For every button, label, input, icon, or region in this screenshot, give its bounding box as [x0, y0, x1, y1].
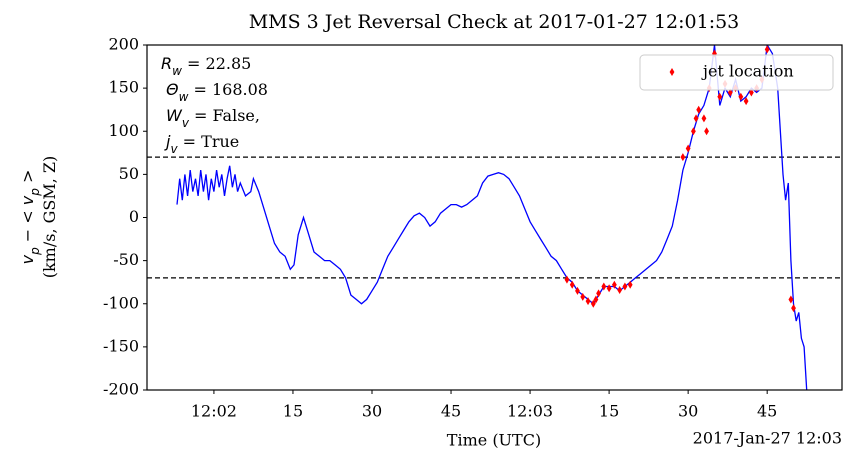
- text-part: v: [18, 254, 37, 264]
- x-tick-label: 30: [362, 402, 382, 421]
- y-tick-label: -50: [113, 250, 139, 269]
- jet-marker: [738, 92, 744, 101]
- jet-marker: [617, 285, 623, 294]
- jet-marker: [680, 153, 686, 162]
- y-axis-label: (km/s, GSM, Z): [40, 156, 59, 279]
- x-offset-label: 2017-Jan-27 12:03: [693, 429, 842, 448]
- y-tick-label: 0: [129, 207, 139, 226]
- text-part: R: [161, 54, 172, 73]
- x-tick-label: 15: [283, 402, 303, 421]
- y-tick-label: 200: [108, 35, 139, 54]
- jet-marker: [704, 127, 709, 136]
- jet-marker: [596, 289, 601, 298]
- y-axis-label: vp − < vp >: [18, 170, 42, 265]
- annotation: Wv = False,: [166, 106, 260, 130]
- y-tick-label: 50: [119, 164, 139, 183]
- jet-marker: [575, 286, 580, 295]
- y-tick-label: 100: [108, 121, 139, 140]
- legend-label: jet location: [701, 62, 794, 81]
- text-part: j: [164, 132, 171, 151]
- annotation: Θw = 168.08: [166, 80, 268, 104]
- x-axis-label: Time (UTC): [447, 431, 541, 450]
- text-part: = 168.08: [188, 80, 268, 99]
- text-part: = 22.85: [182, 54, 251, 73]
- jet-marker: [601, 282, 607, 291]
- annotation: jv = True: [164, 132, 239, 156]
- jet-marker: [606, 284, 612, 293]
- jet-marker: [788, 295, 794, 304]
- text-part: = True: [178, 132, 240, 151]
- subscript: v: [182, 116, 190, 130]
- x-tick-label: 30: [678, 402, 698, 421]
- x-tick-label: 15: [599, 402, 619, 421]
- jet-marker: [585, 297, 591, 306]
- text-part: (km/s, GSM, Z): [40, 156, 59, 279]
- annotation: Rw = 22.85: [161, 54, 251, 78]
- jet-marker: [685, 144, 691, 153]
- subscript: p: [28, 188, 42, 197]
- x-tick-label: 12:03: [507, 402, 553, 421]
- text-part: W: [166, 106, 183, 125]
- x-tick-label: 45: [757, 402, 777, 421]
- jet-marker: [691, 127, 696, 136]
- y-tick-label: -200: [103, 380, 139, 399]
- jet-marker: [791, 304, 796, 313]
- subscript: v: [170, 142, 178, 156]
- y-tick-label: -100: [103, 293, 139, 312]
- jet-marker: [764, 45, 770, 54]
- jet-marker: [611, 280, 617, 289]
- plot-frame: [146, 44, 843, 391]
- jet-marker: [696, 105, 702, 114]
- legend-marker: [669, 68, 675, 76]
- jet-marker: [593, 295, 599, 304]
- y-tick-label: 150: [108, 78, 139, 97]
- text-part: Θ: [166, 80, 179, 99]
- y-tick-label: -150: [103, 336, 139, 355]
- jet-marker: [564, 275, 570, 284]
- text-part: − <: [18, 205, 37, 247]
- text-part: = False,: [189, 106, 260, 125]
- legend-box: [639, 54, 834, 91]
- jet-marker: [717, 92, 723, 101]
- jet-marker: [580, 292, 586, 301]
- jet-marker: [743, 97, 749, 106]
- subscript: w: [179, 90, 189, 104]
- jet-marker: [627, 280, 633, 289]
- jet-marker: [701, 114, 707, 123]
- jet-marker: [569, 280, 575, 289]
- subscript: p: [28, 247, 42, 256]
- x-tick-label: 45: [441, 402, 461, 421]
- text-part: >: [18, 170, 37, 189]
- jet-marker: [590, 299, 596, 308]
- jet-marker: [693, 114, 699, 123]
- text-part: v: [18, 195, 37, 205]
- chart-title: MMS 3 Jet Reversal Check at 2017-01-27 1…: [249, 11, 740, 33]
- subscript: w: [172, 64, 182, 78]
- x-tick-label: 12:02: [191, 402, 237, 421]
- jet-marker: [622, 282, 628, 291]
